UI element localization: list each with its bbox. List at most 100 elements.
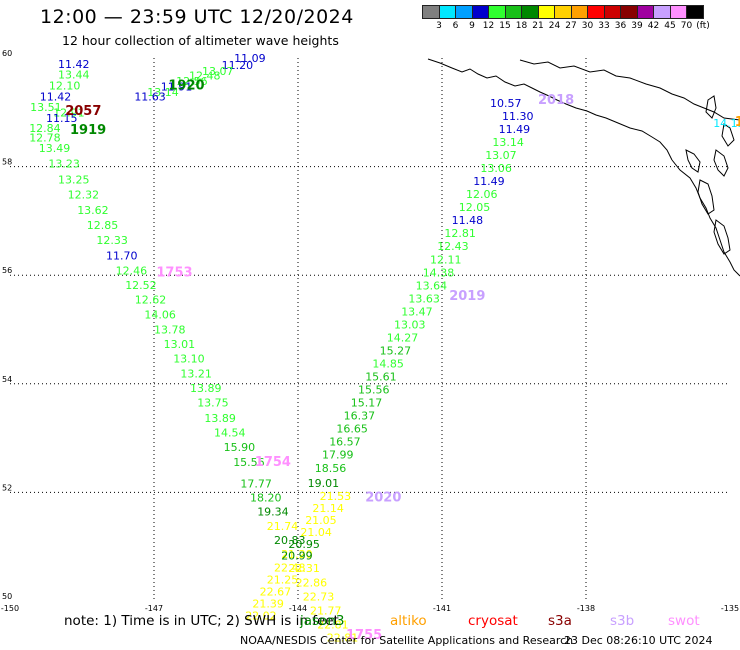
wave-height-label: 11.49 [473, 175, 505, 188]
wave-height-label: 13.64 [416, 279, 448, 292]
wave-height-label: 13.63 [408, 292, 440, 305]
pass-id-label: 2019 [449, 289, 485, 304]
wave-height-label: 12.56 [176, 75, 208, 88]
wave-height-label: 11.42 [40, 90, 71, 103]
wave-height-label: 15.56 [358, 384, 390, 397]
color-scale-label: 24 [548, 21, 561, 31]
wave-height-label: 11.48 [452, 214, 484, 227]
wave-height-label: 12.43 [437, 240, 469, 253]
wave-height-labels: 11.0911.2013.0712.4812.5611.9113.1411.63… [29, 52, 740, 645]
pass-id-label: 1753 [156, 265, 192, 280]
legend-note: note: 1) Time is in UTC; 2) SWH is in fe… [64, 613, 339, 629]
color-scale-label: 39 [631, 21, 643, 31]
wave-height-label: 12.62 [135, 293, 167, 306]
color-scale-label: 30 [581, 21, 594, 31]
wave-height-label: 18.20 [250, 492, 282, 505]
wave-height-label: 13.14 [147, 86, 179, 99]
wave-height-label: 11.63 [134, 90, 166, 103]
page-subtitle: 12 hour collection of altimeter wave hei… [62, 33, 339, 48]
wave-height-label: 13.14 [492, 136, 524, 149]
island-pow [713, 219, 731, 255]
color-scale-label: 33 [598, 21, 610, 31]
island-chain-east [705, 95, 735, 147]
wave-height-label: 12.81 [444, 227, 476, 240]
wave-height-label: 13.07 [202, 65, 234, 78]
pass-id-label: 2018 [538, 93, 574, 108]
wave-height-label: 16.37 [344, 410, 376, 423]
wave-height-label: 12.05 [459, 201, 491, 214]
x-tick-label: -150 [1, 604, 19, 613]
alaska-coast-upper [519, 59, 740, 121]
wave-height-label: 21.74 [267, 520, 299, 533]
wave-height-label: 17.99 [322, 449, 354, 462]
wave-height-label: 13.62 [77, 204, 109, 217]
wave-height-label: 13.01 [164, 338, 196, 351]
island-kupreanof [713, 149, 729, 177]
wave-height-label: 13.44 [58, 69, 90, 82]
satellite-legend-jason3: jason3 [300, 613, 345, 629]
pass-id-label: 14 [735, 115, 740, 130]
wave-height-label: 11.30 [502, 110, 534, 123]
y-tick-label: 60 [2, 49, 12, 58]
wave-height-label: 13.47 [401, 305, 433, 318]
satellite-legend-s3a: s3a [548, 613, 572, 629]
color-scale-label: 12 [482, 21, 495, 31]
wave-height-label: 11.91 [161, 81, 193, 94]
wave-height-label: 15.27 [380, 344, 412, 357]
coastline-land [427, 58, 740, 277]
wave-height-label: 13.51 [30, 101, 62, 114]
wave-height-label: 16.57 [329, 436, 361, 449]
wave-height-label: 22.73 [303, 590, 335, 603]
wave-height-label: 20.99 [281, 550, 313, 563]
wave-height-label: 13.89 [204, 412, 236, 425]
wave-height-label: 11.15 [46, 112, 78, 125]
color-scale-label: 9 [469, 21, 475, 31]
pass-id-label: 1920 [168, 78, 204, 93]
wave-height-label: 22.67 [260, 586, 292, 599]
page-title: 12:00 — 23:59 UTC 12/20/2024 [40, 6, 354, 28]
footer-credit: NOAA/NESDIS Center for Satellite Applica… [240, 634, 574, 647]
wave-height-label: 13.21 [180, 367, 212, 380]
wave-height-label: 20.83 [274, 534, 306, 547]
wave-height-label: 12.10 [49, 79, 81, 92]
wave-height-label: 12.52 [125, 279, 157, 292]
wave-height-label: 22.81 [327, 632, 359, 645]
wave-height-label: 15.61 [365, 371, 397, 384]
wave-height-label: 15.17 [351, 397, 383, 410]
color-scale-bar [422, 5, 704, 19]
wave-height-label: 14.06 [144, 309, 176, 322]
wave-height-label: 13.25 [58, 173, 90, 186]
color-scale-label: 36 [614, 21, 627, 31]
wave-height-label: 13.49 [39, 142, 71, 155]
wave-height-label: 14.38 [423, 266, 455, 279]
wave-height-label: 22.48 [274, 562, 306, 575]
pass-id-label: 2057 [65, 104, 101, 119]
wave-height-label: 14.27 [387, 331, 419, 344]
wave-height-label: 15.56 [233, 456, 265, 469]
wave-height-label: 13.10 [173, 353, 205, 366]
wave-height-label: 12.85 [87, 219, 119, 232]
wave-height-label: 21.77 [310, 605, 342, 618]
wave-height-label: 14.15 [713, 117, 740, 130]
wave-height-label: 15.90 [224, 441, 256, 454]
satellite-legend-altiko: altiko [390, 613, 427, 629]
pass-id-label: 1755 [346, 628, 382, 643]
wave-height-label: 21.39 [252, 598, 284, 611]
x-tick-label: -138 [577, 604, 595, 613]
wave-height-label: 11.49 [499, 123, 531, 136]
wave-height-label: 13.89 [190, 382, 222, 395]
wave-height-label: 14.54 [214, 426, 246, 439]
x-tick-label: -141 [433, 604, 451, 613]
color-scale-label: (ft) [696, 21, 710, 31]
wave-height-label: 21.14 [312, 502, 344, 515]
wave-height-label: 12.78 [29, 132, 61, 145]
color-scale-label: 70 [680, 21, 693, 31]
y-tick-label: 56 [2, 266, 12, 275]
alaska-coast-north [427, 58, 673, 161]
color-scale-label: 18 [515, 21, 528, 31]
color-scale-swatch [686, 5, 704, 19]
panhandle-coast [671, 159, 740, 277]
wave-height-label: 10.57 [490, 97, 522, 110]
color-scale-label: 42 [647, 21, 660, 31]
